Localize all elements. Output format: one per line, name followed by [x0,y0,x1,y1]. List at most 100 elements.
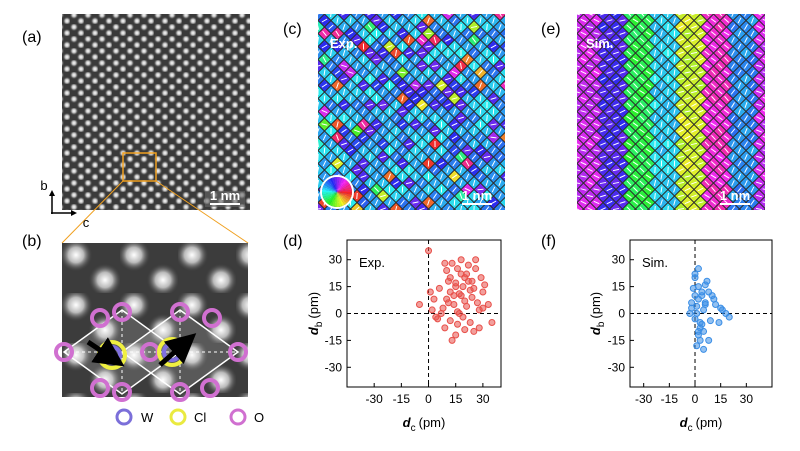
tile-arrow [464,149,471,152]
tile-arrow [600,51,606,55]
tile-arrow [362,213,365,218]
y-tick-label: 30 [612,253,626,267]
tile-arrow [750,134,755,141]
tile [467,14,481,21]
tile-arrow [368,62,372,70]
tile-arrow [717,37,723,43]
tile-arrow [453,199,456,206]
tile-arrow [710,18,717,23]
tile-arrow [580,96,587,101]
tile-arrow [619,136,626,139]
tile-arrow [428,213,430,219]
tile [500,184,505,195]
tile-arrow [639,206,644,210]
tile-arrow [673,43,676,50]
tile-arrow [653,179,657,187]
tile [514,93,526,105]
tile-arrow [453,30,456,37]
tile-arrow [381,14,384,17]
tile-arrow [577,182,581,185]
tile [500,197,505,208]
tile [759,53,765,66]
tile-arrow [425,84,432,87]
tile-arrow [600,14,605,16]
tile-arrow [356,88,358,96]
x-tick-label: 30 [476,392,490,406]
tile-arrow [577,169,581,172]
tile [318,124,325,138]
tile-arrow [606,110,613,113]
tile-arrow [342,166,346,174]
tile-arrow [580,84,587,87]
tile [494,216,506,228]
tile-arrow [641,14,645,17]
tile-arrow [667,114,669,122]
tile-arrow [361,17,366,24]
tile-arrow [580,31,587,36]
tile [740,216,752,228]
tile-arrow [451,97,458,100]
tile-arrow [466,17,469,24]
tile-arrow [321,83,328,88]
tile [773,184,785,196]
wheel-sector [329,192,337,207]
tile-arrow [619,187,626,192]
tile-arrow [697,162,704,165]
tile-arrow [633,187,638,192]
tile [507,34,519,46]
point [448,259,456,267]
tile [501,210,513,222]
tile-arrow [445,154,451,160]
tile-arrow [769,156,774,158]
tile-arrow [691,25,697,29]
point [481,281,489,289]
tile-arrow [613,194,619,198]
tile-arrow [645,44,652,49]
tile [441,202,455,210]
tile-arrow [427,199,430,206]
tile-arrow [577,91,581,94]
tile-arrow [666,36,670,44]
tile-arrow [620,214,626,216]
tile-arrow [776,32,781,35]
tile-arrow [432,89,438,95]
tile-arrow [684,161,691,166]
tile-arrow [599,116,607,120]
tile-arrow [776,84,781,87]
tile [766,21,778,33]
tile-arrow [375,147,378,154]
tile-arrow [445,103,451,107]
tile-arrow [743,14,747,17]
tile [773,28,785,40]
tile-arrow [459,14,462,17]
tile-arrow [704,50,710,56]
tile-arrow [425,32,432,35]
tile-arrow [322,56,327,63]
tile-arrow [503,47,505,49]
tile-arrow [375,69,378,76]
tile-arrow [645,187,652,192]
tile-arrow [330,219,332,225]
point [454,265,462,273]
tile-arrow [654,62,656,70]
tile-arrow [612,181,620,185]
point [466,286,474,294]
tile [493,202,505,210]
tile-arrow [439,108,444,115]
tile-arrow [577,78,580,81]
tile-arrow [444,90,452,94]
tile [466,209,469,210]
axis-subscript: c [411,423,416,434]
tile [660,209,663,210]
color-wheel-ring [320,175,354,209]
tile-arrow [744,128,748,134]
tile-arrow [452,214,457,218]
tile-arrow [677,194,685,198]
tile [766,112,778,124]
tile [584,216,596,228]
tile [725,209,728,210]
tile-arrow [518,187,520,193]
tile-arrow [496,64,504,68]
point [430,295,438,303]
tile-arrow [485,89,489,95]
